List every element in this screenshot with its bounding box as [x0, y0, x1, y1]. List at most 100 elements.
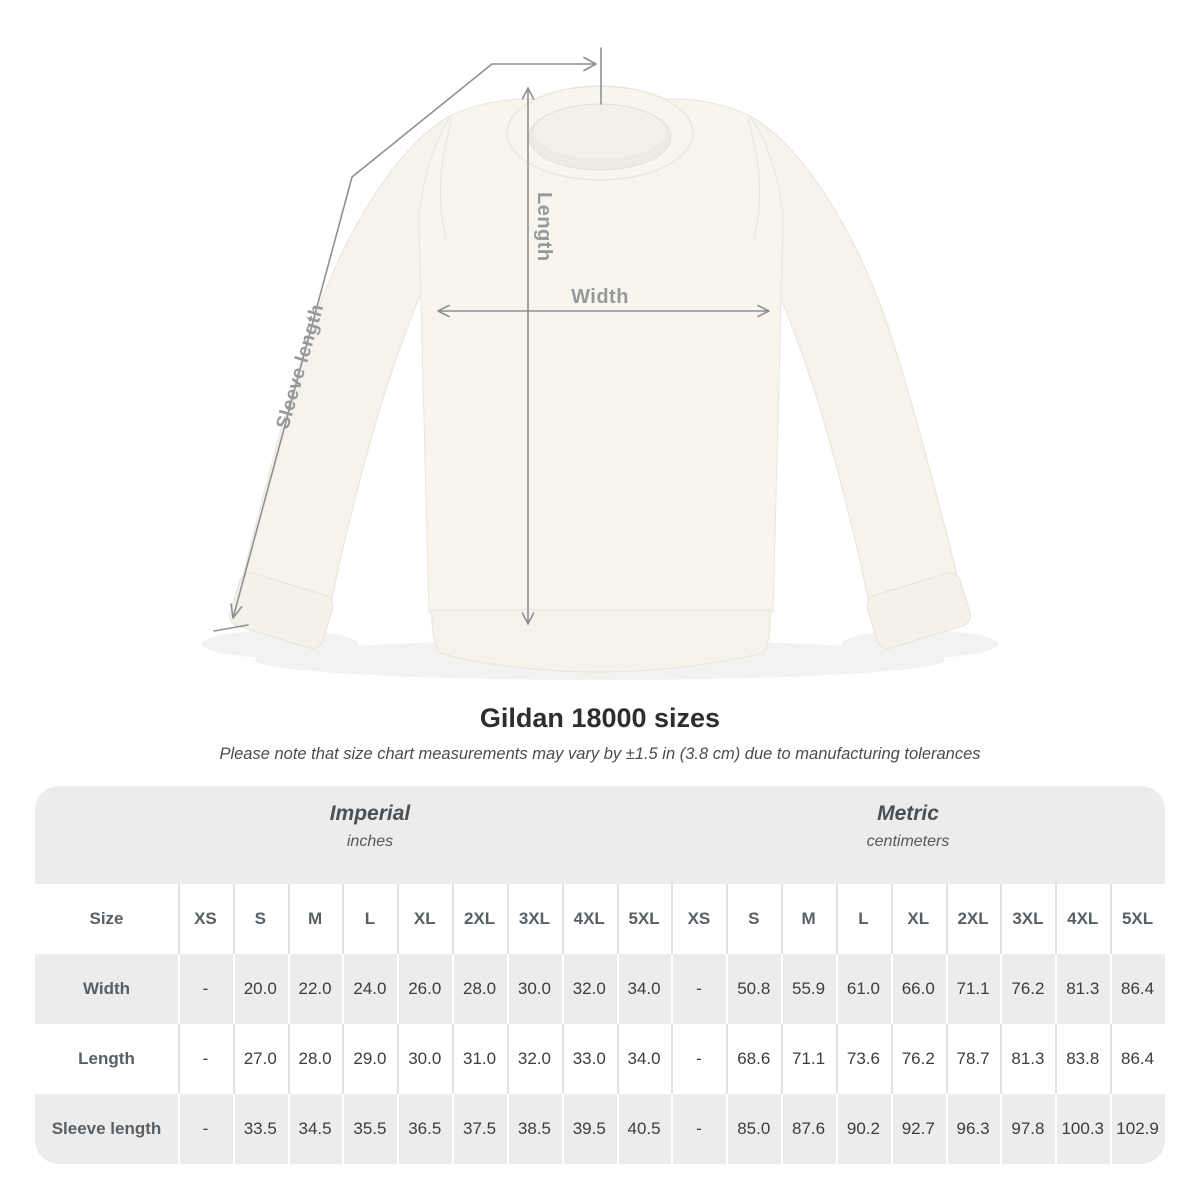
table-cell: 86.4 [1110, 1024, 1165, 1094]
armhole-seams [439, 117, 761, 239]
waistband [431, 609, 771, 673]
length-arrow [521, 87, 535, 625]
size-table: Imperial inches Metric centimeters Size … [35, 786, 1165, 1164]
table-cell: 29.0 [342, 1024, 397, 1094]
table-cell: 90.2 [836, 1094, 891, 1164]
left-cuff [229, 572, 334, 649]
size-col-header: S [233, 884, 288, 954]
table-row-sleeve-length: Sleeve length - 33.5 34.5 35.5 36.5 37.5… [35, 1094, 1165, 1164]
table-cell: 97.8 [1000, 1094, 1055, 1164]
width-dimension-line [437, 304, 770, 318]
size-corner-header: Size [89, 909, 124, 928]
size-col-header: 2XL [946, 884, 1001, 954]
width-label: Width [571, 286, 629, 308]
table-cell: 85.0 [726, 1094, 781, 1164]
imperial-label: Imperial [329, 802, 411, 825]
sleeve-dimension-line [213, 47, 602, 632]
table-cell: 36.5 [397, 1094, 452, 1164]
table-cell: 35.5 [342, 1094, 397, 1164]
metric-label: Metric [877, 802, 939, 825]
sleeve-arrow-diagonal [230, 63, 493, 619]
table-cell: 73.6 [836, 1024, 891, 1094]
table-cell: 87.6 [781, 1094, 836, 1164]
table-cell: 61.0 [836, 954, 891, 1024]
size-col-header: S [726, 884, 781, 954]
size-col-header: XS [178, 884, 233, 954]
page-title: Gildan 18000 sizes [479, 703, 721, 733]
size-col-header: 4XL [1055, 884, 1110, 954]
collar-inner-back [534, 105, 666, 159]
table-cell: 32.0 [507, 1024, 562, 1094]
table-cell: 81.3 [1000, 1024, 1055, 1094]
table-cell: 30.0 [397, 1024, 452, 1094]
table-cell: 39.5 [562, 1094, 617, 1164]
size-header-row: Size XS S M L XL 2XL 3XL 4XL 5XL XS S M … [35, 884, 1165, 954]
page-subtitle: Please note that size chart measurements… [219, 745, 981, 763]
row-label: Width [82, 979, 131, 998]
table-cell: 34.0 [617, 954, 672, 1024]
table-cell: 81.3 [1055, 954, 1110, 1024]
length-label: Length [533, 192, 555, 262]
table-cell: 71.1 [946, 954, 1001, 1024]
sleeve-end-tick [213, 624, 249, 632]
table-cell: - [178, 1094, 233, 1164]
table-cell: 28.0 [452, 954, 507, 1024]
unit-group-metric: Metric centimeters [867, 802, 950, 851]
table-cell: 33.0 [562, 1024, 617, 1094]
size-col-header: 4XL [562, 884, 617, 954]
table-cell: 27.0 [233, 1024, 288, 1094]
table-cell: 55.9 [781, 954, 836, 1024]
table-row-width: Width - 20.0 22.0 24.0 26.0 28.0 30.0 32… [35, 954, 1165, 1024]
unit-group-imperial: Imperial inches [330, 802, 411, 851]
table-cell: 40.5 [617, 1094, 672, 1164]
table-cell: 71.1 [781, 1024, 836, 1094]
sweatshirt-image [229, 85, 971, 673]
table-cell: 96.3 [946, 1094, 1001, 1164]
size-col-header: 3XL [507, 884, 562, 954]
table-cell: 31.0 [452, 1024, 507, 1094]
size-col-header: 3XL [1000, 884, 1055, 954]
table-cell: 83.8 [1055, 1024, 1110, 1094]
table-cell: 86.4 [1110, 954, 1165, 1024]
sleeve-arrow-horizontal [491, 56, 597, 72]
table-cell: 38.5 [507, 1094, 562, 1164]
size-col-header: XL [397, 884, 452, 954]
table-cell: 20.0 [233, 954, 288, 1024]
table-cell: 68.6 [726, 1024, 781, 1094]
table-cell: 37.5 [452, 1094, 507, 1164]
row-label: Sleeve length [51, 1119, 162, 1138]
table-cell: 78.7 [946, 1024, 1001, 1094]
table-cell: 50.8 [726, 954, 781, 1024]
right-sleeve [747, 114, 958, 604]
size-col-header: L [836, 884, 891, 954]
table-cell: 76.2 [891, 1024, 946, 1094]
table-cell: - [671, 1094, 726, 1164]
left-sleeve [242, 114, 453, 604]
table-cell: 28.0 [288, 1024, 343, 1094]
size-col-header: XL [891, 884, 946, 954]
table-cell: 66.0 [891, 954, 946, 1024]
table-cell: - [178, 954, 233, 1024]
size-col-header: 2XL [452, 884, 507, 954]
table-cell: 76.2 [1000, 954, 1055, 1024]
unit-header: Imperial inches Metric centimeters [35, 786, 1165, 884]
table-cell: 92.7 [891, 1094, 946, 1164]
size-col-header: 5XL [617, 884, 672, 954]
table-row-length: Length - 27.0 28.0 29.0 30.0 31.0 32.0 3… [35, 1024, 1165, 1094]
right-cuff [866, 572, 971, 649]
width-arrow [437, 304, 770, 318]
table-cell: 102.9 [1110, 1094, 1165, 1164]
row-label: Length [78, 1049, 135, 1068]
body-panel [418, 98, 784, 613]
table-cell: 32.0 [562, 954, 617, 1024]
table-cell: 34.0 [617, 1024, 672, 1094]
table-cell: 26.0 [397, 954, 452, 1024]
sweatshirt-size-diagram: Length Width Sleeve length [202, 47, 998, 680]
table-cell: - [671, 954, 726, 1024]
table-cell: 34.5 [288, 1094, 343, 1164]
table-cell: 30.0 [507, 954, 562, 1024]
length-dimension-line [521, 87, 535, 625]
size-col-header: XS [671, 884, 726, 954]
metric-unit: centimeters [866, 833, 950, 850]
